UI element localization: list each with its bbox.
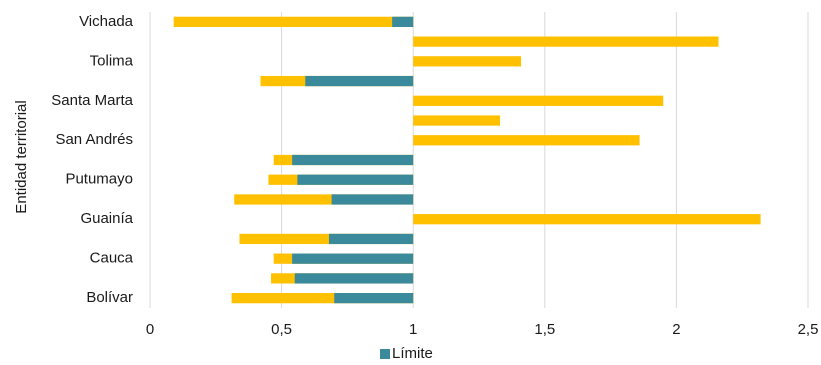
bar-limite <box>328 233 414 245</box>
bars-group <box>173 16 761 304</box>
bar-value <box>413 214 761 225</box>
y-tick-label: Santa Marta <box>51 92 133 109</box>
bar-value <box>413 56 522 67</box>
legend-label-limite: Límite <box>392 345 433 362</box>
bar-limite <box>305 75 414 87</box>
bar-value <box>413 115 501 126</box>
bar-value <box>234 194 414 205</box>
bar-limite <box>292 154 414 166</box>
bar-limite <box>297 174 414 185</box>
y-tick-label: Putumayo <box>65 171 133 188</box>
y-tick-labels: Bolívar Cauca Guainía Putumayo San Andrés San… <box>51 13 133 306</box>
bar-value <box>413 135 640 146</box>
bar-value <box>173 16 414 27</box>
legend-swatch-limite <box>380 349 390 359</box>
bar-limite <box>292 253 414 264</box>
bar-value <box>413 36 719 47</box>
y-tick-label: San Andrés <box>55 131 133 148</box>
bar-limite <box>331 194 414 205</box>
bar-value <box>231 293 414 304</box>
x-tick-label: 2 <box>672 321 680 338</box>
legend: Límite <box>380 345 433 362</box>
bar-value <box>239 233 414 245</box>
bar-limite <box>334 293 414 304</box>
y-axis-title: Entidad territorial <box>13 100 30 213</box>
bar-limite <box>392 16 414 27</box>
y-tick-label: Tolima <box>90 52 134 69</box>
x-tick-label: 0,5 <box>271 321 292 338</box>
x-tick-label: 1,5 <box>534 321 555 338</box>
x-tick-labels: 0 0,5 1 1,5 2 2,5 <box>146 321 819 338</box>
x-tick-label: 1 <box>409 321 417 338</box>
bar-value <box>413 95 664 106</box>
y-tick-label: Cauca <box>90 250 134 267</box>
y-tick-label: Guainía <box>80 210 133 227</box>
y-tick-label: Bolívar <box>86 289 133 306</box>
x-tick-label: 2,5 <box>798 321 819 338</box>
y-tick-label: Vichada <box>79 13 134 30</box>
x-tick-label: 0 <box>146 321 154 338</box>
bar-limite <box>294 273 414 284</box>
